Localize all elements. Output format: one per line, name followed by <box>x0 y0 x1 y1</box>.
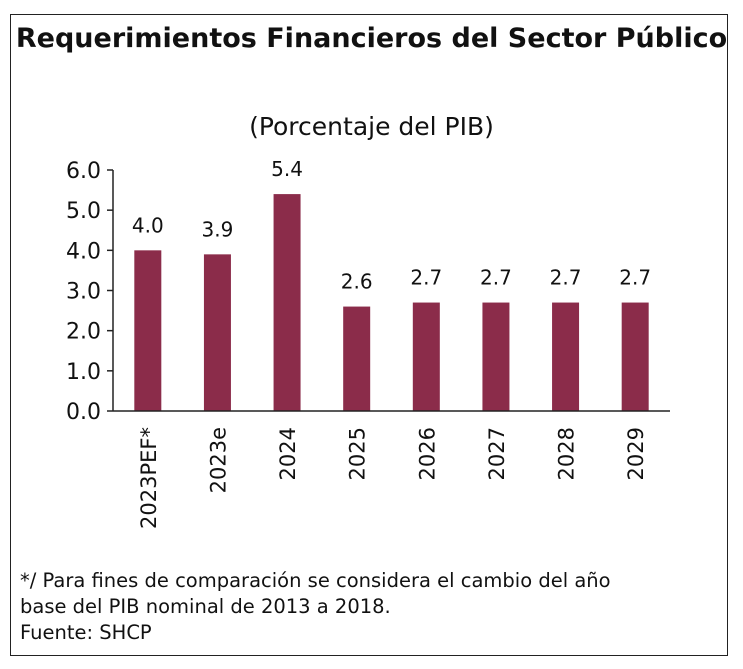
x-tick-label: 2025 <box>346 427 370 480</box>
data-label: 2.7 <box>410 266 442 290</box>
x-tick-label: 2028 <box>555 427 579 480</box>
y-tick-label: 2.0 <box>66 320 101 345</box>
y-axis-ticks: 0.0 1.0 2.0 3.0 4.0 5.0 6.0 <box>66 159 113 425</box>
x-tick-label: 2023PEF* <box>137 427 161 529</box>
x-tick-label: 2023e <box>206 427 230 493</box>
y-tick-label: 0.0 <box>66 400 101 425</box>
bar <box>203 254 231 411</box>
y-tick-label: 4.0 <box>66 239 101 264</box>
bar <box>412 302 440 411</box>
bar <box>273 194 301 411</box>
footnote-line-1: */ Para fines de comparación se consider… <box>20 569 611 592</box>
x-tick-label: 2027 <box>485 427 509 480</box>
y-tick-label: 5.0 <box>66 199 101 224</box>
data-label: 2.7 <box>480 266 512 290</box>
bar <box>482 302 510 411</box>
chart-subtitle: (Porcentaje del PIB) <box>249 112 494 141</box>
data-label: 2.6 <box>341 270 373 294</box>
y-tick-label: 3.0 <box>66 280 101 305</box>
x-tick-label: 2029 <box>624 427 648 480</box>
data-labels: 4.0 3.9 5.4 2.6 2.7 2.7 2.7 2.7 <box>132 157 651 293</box>
bar <box>134 250 162 411</box>
footnote-line-2: base del PIB nominal de 2013 a 2018. <box>20 595 391 618</box>
x-axis-labels: 2023PEF* 2023e 2024 2025 2026 2027 2028 2029 <box>137 427 648 529</box>
data-label: 4.0 <box>132 213 164 237</box>
data-label: 5.4 <box>271 157 303 181</box>
bar <box>552 302 580 411</box>
x-tick-label: 2024 <box>276 427 300 480</box>
y-tick-label: 1.0 <box>66 360 101 385</box>
chart-title: Requerimientos Financieros del Sector Pú… <box>15 23 728 54</box>
y-tick-label: 6.0 <box>66 159 101 184</box>
chart-notes: */ Para fines de comparación se consider… <box>20 568 720 646</box>
data-label: 3.9 <box>202 217 234 241</box>
bar <box>343 306 371 411</box>
source-note: Fuente: SHCP <box>20 621 152 644</box>
bar <box>621 302 649 411</box>
x-tick-label: 2026 <box>415 427 439 480</box>
bars <box>134 194 649 411</box>
data-label: 2.7 <box>619 266 651 290</box>
data-label: 2.7 <box>550 266 582 290</box>
